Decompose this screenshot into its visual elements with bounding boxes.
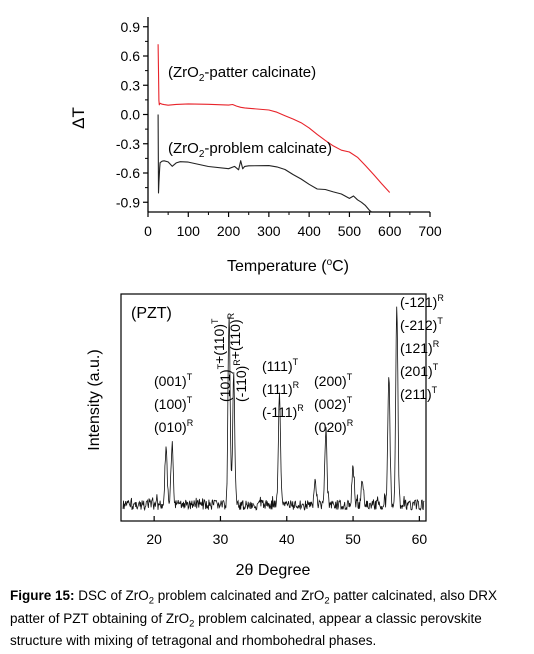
dsc-x-tick-label: 300 [257,223,281,239]
dsc-y-ticks: -0.9 -0.6 -0.3 0.0 0.3 0.6 0.9 [116,19,148,210]
dsc-ylabel: ΔT [69,107,88,129]
xrd-plot-frame [120,293,427,522]
xrd-x-tick-label: 60 [412,531,428,547]
xrd-x-tick-label: 40 [279,531,295,547]
dsc-series-problem-line [157,114,372,213]
dsc-x-tick-label: 400 [297,223,321,239]
dsc-y-tick-label: -0.3 [116,136,140,152]
dsc-x-tick-label: 100 [177,223,201,239]
xrd-x-tick-label: 20 [146,531,162,547]
dsc-y-tick-label: -0.6 [116,165,140,181]
xrd-peak-label: (211)T [400,385,438,402]
xrd-x-ticks: 20 30 40 50 60 [146,516,427,547]
dsc-series [157,44,391,213]
xrd-x-tick-label: 30 [213,531,229,547]
xrd-peak-label: (020)R [314,418,354,435]
xrd-peak-label: (201)T [400,362,439,379]
xrd-x-tick-label: 50 [345,531,361,547]
xrd-peak-label: (100)T [154,395,193,412]
dsc-x-tick-label: 700 [418,223,442,239]
dsc-annotation-patter: (ZrO2-patter calcinate) [168,64,316,84]
xrd-peak-label: (101)T+(110)T [210,318,233,402]
dsc-y-tick-label: 0.6 [121,48,141,64]
xrd-sample-label: (PZT) [131,305,172,322]
xrd-peak-label: (-121)R [400,293,444,310]
xrd-peak-label: (121)R [400,339,440,356]
dsc-y-tick-label: 0.0 [121,107,141,123]
dsc-chart: -0.9 -0.6 -0.3 0.0 0.3 0.6 0.9 0 100 200 300 400 50… [69,17,442,275]
xrd-peak-label: (001)T [154,372,193,389]
dsc-annotation-problem: (ZrO2-problem calcinate) [168,140,332,160]
xrd-peak-label: (-111)R [262,403,304,420]
xrd-peak-label: (111)T [262,357,299,374]
xrd-peak-labels: (001)T (100)T (010)R (101)T+(110)T(-110)R+(… [154,293,444,435]
dsc-x-ticks: 0 100 200 300 400 500 600 700 [144,212,442,239]
dsc-y-tick-label: 0.3 [121,77,141,93]
xrd-ylabel: Intensity (a.u.) [86,349,103,450]
xrd-peak-label: (200)T [314,372,353,389]
xrd-peak-label: (002)T [314,395,353,412]
xrd-peak-label: (111)R [262,380,300,397]
dsc-x-tick-label: 600 [378,223,402,239]
xrd-xlabel: 2θ Degree [236,562,311,579]
dsc-xlabel: Temperature (oC) [227,257,349,275]
dsc-x-tick-label: 200 [217,223,241,239]
xrd-peak-label: (010)R [154,418,194,435]
dsc-x-tick-label: 0 [144,223,152,239]
xrd-pattern-line [122,306,425,512]
xrd-peak-label: (-110)R+(110)R [226,312,249,402]
dsc-x-tick-label: 500 [338,223,362,239]
figure-caption: Figure 15: DSC of ZrO2 problem calcinate… [10,588,497,649]
dsc-series-patter-line [157,44,391,193]
dsc-y-tick-label: -0.9 [116,194,140,210]
xrd-peak-label: (-212)T [400,316,443,333]
dsc-y-tick-label: 0.9 [121,19,141,35]
xrd-chart: 20 30 40 50 60 Intensity (a.u.) 2θ Degree (P… [86,293,444,579]
